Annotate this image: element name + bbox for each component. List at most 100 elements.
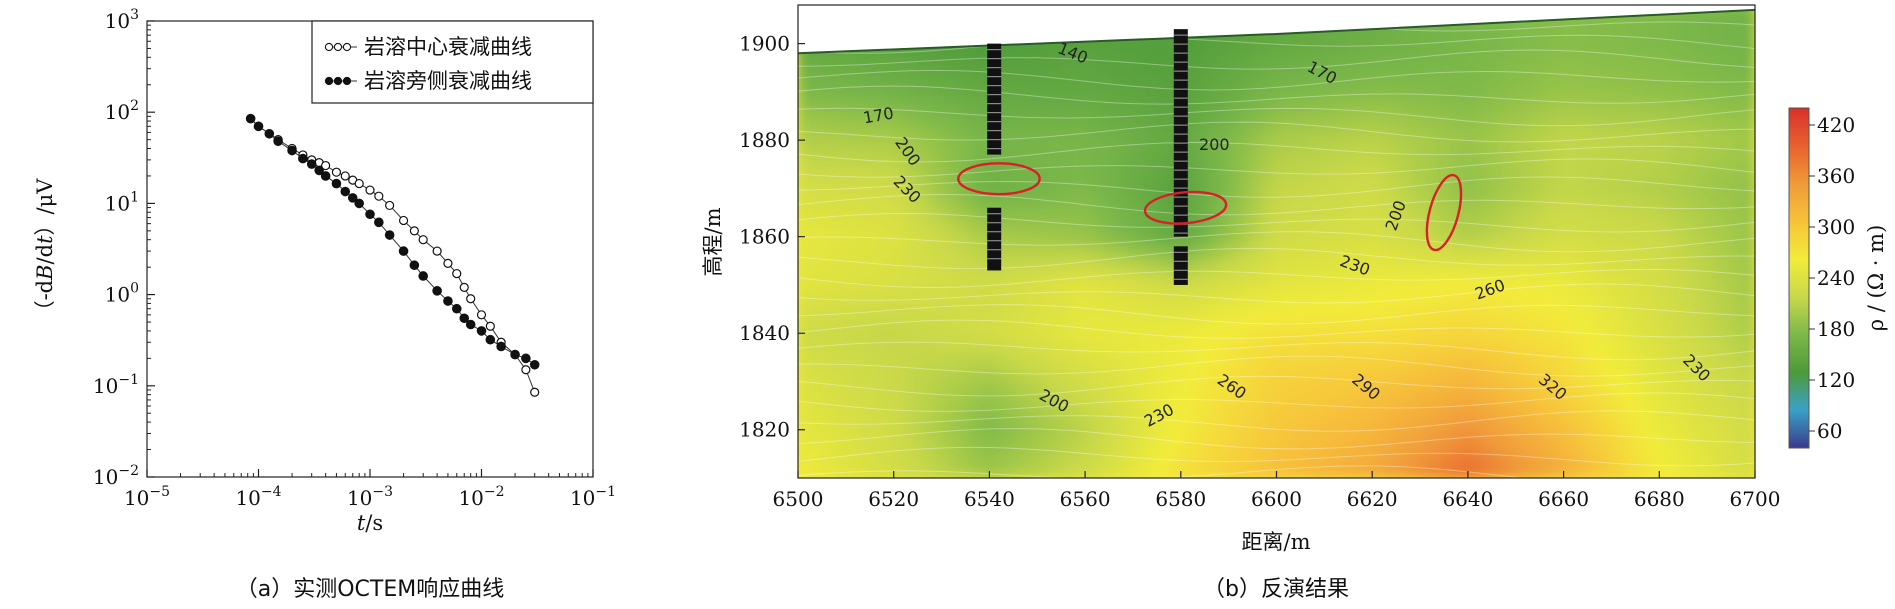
resistivity-cell — [1622, 146, 1637, 160]
resistivity-cell — [845, 288, 859, 302]
center-decay-point — [530, 387, 540, 397]
resistivity-cell — [1156, 311, 1170, 325]
resistivity-cell — [857, 51, 871, 65]
resistivity-cell — [1563, 453, 1577, 467]
resistivity-cell — [1216, 394, 1230, 408]
resistivity-cell — [1204, 217, 1218, 231]
resistivity-cell — [1694, 276, 1708, 290]
resistivity-cell — [1359, 382, 1373, 396]
resistivity-cell — [1539, 288, 1553, 302]
resistivity-cell — [1323, 276, 1338, 290]
resistivity-cell — [1144, 252, 1158, 266]
resistivity-cell — [1276, 394, 1290, 408]
resistivity-cell — [1598, 193, 1613, 207]
resistivity-cell — [1204, 170, 1218, 184]
resistivity-cell — [1706, 170, 1720, 184]
resistivity-cell — [953, 134, 967, 148]
resistivity-cell — [1419, 430, 1433, 444]
resistivity-cell — [905, 87, 919, 101]
resistivity-cell — [1084, 122, 1098, 136]
resistivity-cell — [893, 110, 907, 124]
resistivity-cell — [1479, 146, 1493, 160]
resistivity-cell — [1587, 181, 1601, 195]
resistivity-cell — [1634, 382, 1649, 396]
resistivity-cell — [1084, 75, 1098, 89]
resistivity-cell — [1383, 382, 1397, 396]
resistivity-cell — [941, 51, 955, 65]
center-decay-point — [385, 200, 395, 211]
resistivity-cell — [1168, 300, 1182, 314]
resistivity-cell — [1587, 359, 1601, 373]
resistivity-cell — [1240, 465, 1254, 478]
resistivity-cell — [976, 110, 991, 124]
resistivity-cell — [1718, 110, 1732, 124]
resistivity-cell — [905, 371, 919, 385]
resistivity-cell — [1192, 406, 1206, 420]
resistivity-cell — [1407, 311, 1421, 325]
resistivity-cell — [1132, 158, 1146, 172]
resistivity-cell — [1012, 323, 1026, 337]
resistivity-cell — [1742, 311, 1755, 325]
resistivity-cell — [1682, 264, 1696, 278]
resistivity-cell — [1718, 252, 1732, 266]
resistivity-cell — [893, 99, 907, 113]
resistivity-cell — [1622, 122, 1637, 136]
resistivity-cell — [1371, 311, 1385, 325]
resistivity-cell — [1204, 453, 1218, 467]
resistivity-cell — [1012, 252, 1026, 266]
x-tick-label-a: 10−3 — [347, 484, 393, 510]
resistivity-cell — [798, 181, 811, 195]
resistivity-cell — [1000, 347, 1015, 361]
resistivity-cell — [869, 51, 883, 65]
resistivity-cell — [1264, 241, 1278, 255]
resistivity-cell — [953, 110, 967, 124]
resistivity-cell — [1395, 442, 1409, 456]
resistivity-cell — [1694, 241, 1708, 255]
resistivity-cell — [1491, 158, 1505, 172]
resistivity-cell — [976, 241, 991, 255]
resistivity-cell — [1323, 430, 1338, 444]
resistivity-cell — [1036, 99, 1050, 113]
resistivity-cell — [1455, 430, 1469, 444]
resistivity-cell — [1658, 134, 1672, 148]
resistivity-cell — [1742, 406, 1755, 420]
resistivity-cell — [1228, 181, 1242, 195]
resistivity-cell — [1024, 122, 1038, 136]
resistivity-cell — [1575, 465, 1589, 478]
resistivity-cell — [1503, 442, 1517, 456]
resistivity-cell — [1132, 359, 1146, 373]
resistivity-cell — [1156, 394, 1170, 408]
resistivity-cell — [1730, 134, 1744, 148]
resistivity-cell — [1515, 359, 1529, 373]
resistivity-cell — [845, 323, 859, 337]
resistivity-cell — [1658, 217, 1672, 231]
resistivity-cell — [964, 193, 979, 207]
resistivity-cell — [1323, 465, 1338, 478]
resistivity-cell — [1371, 99, 1385, 113]
iso-line — [798, 158, 1755, 178]
karst-anomaly-outline — [1425, 173, 1463, 252]
resistivity-cell — [1096, 134, 1110, 148]
resistivity-cell — [1036, 110, 1050, 124]
resistivity-cell — [1587, 465, 1601, 478]
resistivity-cell — [1539, 193, 1553, 207]
resistivity-cell — [1000, 146, 1015, 160]
resistivity-cell — [1192, 453, 1206, 467]
resistivity-cell — [809, 252, 823, 266]
resistivity-cell — [1491, 465, 1505, 478]
resistivity-cell — [941, 288, 955, 302]
resistivity-cell — [1682, 311, 1696, 325]
resistivity-cell — [1694, 158, 1708, 172]
resistivity-cell — [845, 63, 859, 77]
resistivity-cell — [1048, 170, 1062, 184]
center-decay-point — [374, 191, 384, 201]
resistivity-cell — [1228, 51, 1242, 65]
resistivity-cell — [1371, 382, 1385, 396]
resistivity-cell — [1371, 217, 1385, 231]
resistivity-cell — [1240, 193, 1254, 207]
resistivity-cell — [1072, 418, 1086, 432]
center-decay-point — [321, 160, 331, 171]
resistivity-cell — [1563, 323, 1577, 337]
resistivity-cell — [1551, 276, 1565, 290]
resistivity-cell — [1359, 51, 1373, 65]
